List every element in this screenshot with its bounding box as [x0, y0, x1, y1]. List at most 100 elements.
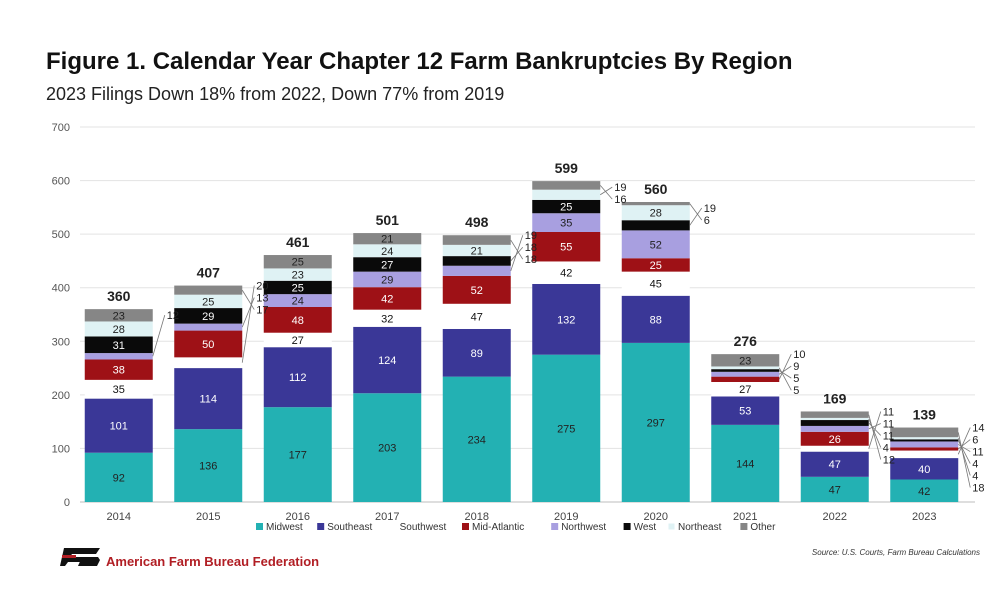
data-label: 20	[256, 281, 268, 293]
data-label: 26	[829, 434, 841, 446]
y-tick-label: 100	[52, 443, 70, 455]
callout-line	[868, 414, 882, 460]
bar-segment	[532, 261, 601, 284]
bar-segment	[442, 303, 511, 329]
total-label: 169	[823, 390, 847, 406]
total-label: 276	[734, 333, 758, 349]
callout-line	[600, 186, 613, 196]
legend-item: Other	[750, 522, 776, 533]
afbf-logo-icon	[60, 548, 100, 566]
data-label: 47	[829, 459, 841, 471]
data-label: 23	[739, 355, 751, 367]
legend-swatch	[256, 523, 263, 530]
bar-segment	[84, 452, 153, 502]
data-label: 31	[113, 340, 125, 352]
total-label: 360	[107, 288, 131, 304]
bar-segment	[174, 323, 243, 331]
data-label: 177	[289, 450, 307, 462]
bar-segment	[263, 347, 332, 408]
callout-line	[241, 285, 255, 363]
data-label: 29	[381, 274, 393, 286]
data-label: 5	[793, 373, 799, 385]
bar-segment	[442, 256, 511, 266]
chart-subtitle: 2023 Filings Down 18% from 2022, Down 77…	[46, 84, 505, 104]
x-tick-label: 2018	[465, 511, 489, 523]
bars	[84, 181, 959, 502]
data-label: 12	[167, 310, 179, 322]
bar-segment	[353, 257, 422, 272]
bar-segment	[711, 354, 780, 367]
bar-segment	[711, 382, 780, 397]
legend-swatch	[667, 522, 676, 531]
data-label: 52	[471, 285, 483, 297]
callout-line	[599, 185, 613, 200]
bar-segment	[890, 479, 959, 502]
bar-segment	[84, 309, 153, 322]
data-label: 47	[471, 311, 483, 323]
data-label: 32	[381, 313, 393, 325]
bar-segment	[800, 425, 869, 432]
data-label: 4	[972, 471, 978, 483]
data-label: 203	[378, 443, 396, 455]
data-label: 28	[650, 208, 662, 220]
legend-swatch	[462, 523, 469, 530]
total-label: 461	[286, 234, 310, 250]
legend-swatch	[740, 523, 748, 530]
bar-segment	[621, 202, 690, 206]
bar-segment	[84, 353, 153, 360]
legend-item: Midwest	[266, 522, 303, 533]
bar-segment	[711, 371, 780, 377]
y-tick-label: 400	[52, 283, 70, 295]
legend-item: Northwest	[561, 522, 606, 533]
y-tick-label: 600	[52, 176, 70, 188]
data-label: 11	[883, 406, 894, 418]
bar-segment	[621, 258, 690, 272]
data-label: 10	[793, 349, 805, 361]
data-label: 18	[972, 483, 984, 495]
callout-line	[868, 423, 881, 430]
data-label: 21	[471, 245, 483, 257]
data-label: 28	[113, 324, 125, 336]
callout-line	[957, 432, 971, 488]
bar-segment	[621, 220, 690, 231]
callout-line	[868, 422, 882, 436]
callout-line	[779, 365, 792, 375]
bar-segment	[890, 441, 959, 448]
data-label: 19	[614, 182, 626, 194]
data-label: 25	[292, 282, 304, 294]
bar-segment	[621, 230, 690, 259]
data-label: 35	[560, 218, 572, 230]
data-label: 21	[381, 234, 393, 246]
x-tick-label: 2014	[107, 511, 131, 523]
legend-swatch	[317, 523, 325, 530]
bar-segment	[263, 255, 332, 269]
data-label: 23	[292, 270, 304, 282]
x-tick-label: 2023	[912, 511, 936, 523]
bar-segment	[800, 420, 869, 426]
bar-segment	[800, 417, 869, 421]
bar-segment	[84, 398, 153, 453]
footer-source: Source: U.S. Courts, Farm Bureau Calcula…	[811, 548, 980, 557]
bar-segment	[353, 309, 422, 327]
data-label: 6	[972, 435, 978, 447]
bar-segment	[800, 431, 869, 446]
callout-line	[868, 411, 882, 449]
data-label: 50	[202, 339, 214, 351]
bar-segment	[532, 213, 601, 232]
legend-item: Southwest	[400, 522, 447, 533]
legend: Midwest Southeast Southwest Mid-Atlantic Nor…	[256, 522, 776, 533]
callout-line	[958, 439, 971, 450]
data-label: 35	[113, 384, 125, 396]
data-label: 88	[650, 314, 662, 326]
callout-line	[778, 353, 792, 380]
data-label: 9	[793, 361, 799, 373]
data-label: 18	[525, 242, 537, 254]
bar-segment	[174, 285, 243, 295]
x-tick-label: 2019	[554, 511, 578, 523]
bar-segment	[174, 308, 243, 324]
bar-segment	[84, 379, 153, 399]
data-label: 27	[292, 335, 304, 347]
legend-item: Mid-Atlantic	[472, 522, 524, 533]
bar-segment	[890, 437, 959, 440]
